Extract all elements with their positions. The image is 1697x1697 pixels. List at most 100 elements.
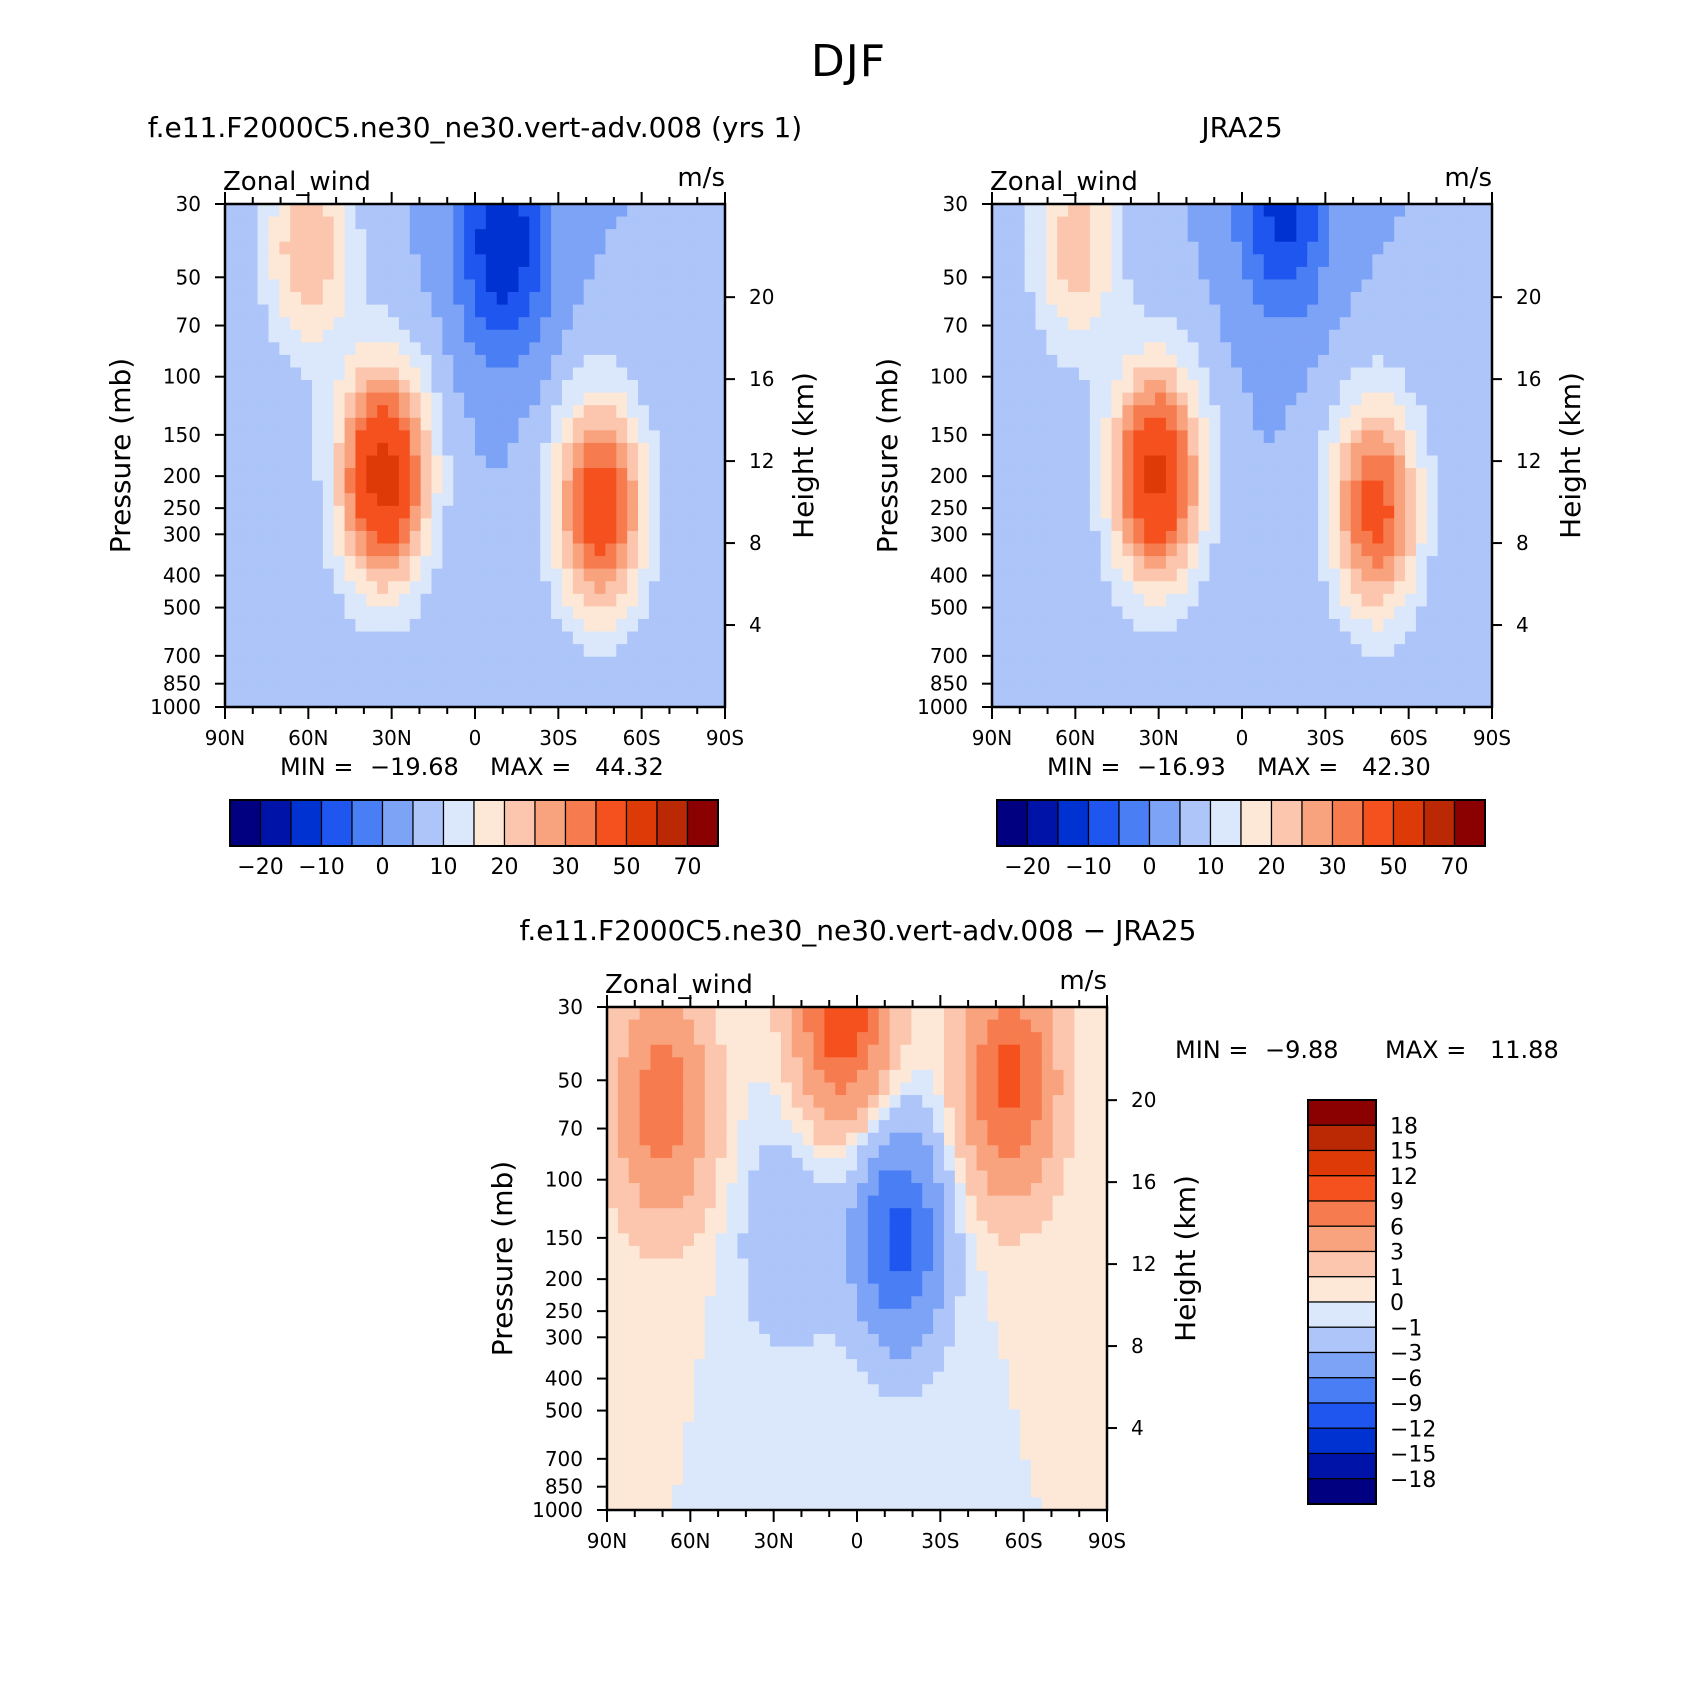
field-cell [572,581,585,595]
field-cell [770,1271,782,1285]
field-cell [1350,593,1363,607]
field-cell [1046,556,1058,570]
field-cell [333,417,346,431]
field-cell [1296,405,1308,419]
field-cell [1470,216,1482,230]
field-cell [485,367,498,381]
field-cell [279,367,291,381]
field-cell [1063,1220,1075,1234]
field-cell [453,694,465,708]
field-cell [301,317,313,331]
field-cell [1361,669,1374,683]
colorbar-swatch [1453,799,1486,847]
field-cell [878,1032,891,1046]
field-cell [616,518,628,532]
field-cell [398,631,411,645]
field-cell [464,292,476,306]
field-cell [715,1044,728,1058]
field-cell [1220,279,1232,293]
field-cell [1307,292,1319,306]
field-cell [802,1069,815,1084]
field-cell [1328,392,1341,406]
field-cell [572,669,585,683]
field-cell [616,581,628,595]
field-cell [1274,417,1287,431]
field-cell [1057,442,1069,457]
field-cell [693,1157,706,1172]
field-cell [1096,1157,1108,1172]
field-cell [1100,204,1113,218]
field-cell [770,1245,782,1260]
field-cell [377,405,389,419]
field-cell [1041,1095,1054,1109]
field-cell [1078,430,1091,444]
field-cell [1252,354,1265,369]
field-cell [607,1132,619,1146]
field-cell [987,1183,999,1197]
max-value: 42.30 [1362,753,1431,781]
field-cell [759,1258,771,1272]
field-cell [1187,430,1200,444]
field-cell [617,1233,630,1247]
field-cell [1009,1057,1021,1071]
field-cell [225,329,237,343]
field-cell [737,1057,749,1071]
colorbar-swatch [1362,799,1395,847]
field-cell [1144,581,1156,595]
field-cell [1242,229,1254,243]
field-cell [639,1271,652,1285]
field-cell [857,1220,869,1234]
field-cell [1209,405,1221,419]
field-cell [911,1044,923,1058]
field-cell [1252,656,1265,670]
field-cell [1209,631,1221,645]
field-cell [235,405,248,419]
field-cell [1307,493,1319,507]
field-cell [1231,631,1243,645]
field-cell [943,1069,956,1084]
field-cell [1052,1157,1065,1172]
colorbar-swatch [259,799,292,847]
field-cell [813,1145,825,1159]
field-cell [824,1132,836,1146]
field-cell [1263,254,1276,268]
field-cell [1187,342,1200,356]
field-cell [670,644,683,658]
field-cell [659,204,672,218]
field-cell [464,392,476,406]
field-cell [1046,254,1058,268]
field-cell [344,618,357,633]
field-cell [802,1208,815,1222]
field-cell [1220,455,1232,469]
field-cell [225,581,237,595]
field-cell [965,1170,978,1184]
field-cell [846,1233,858,1247]
colorbar-label: −20 [237,855,283,880]
field-cell [1111,380,1124,394]
field-cell [748,1208,760,1222]
field-cell [464,631,476,645]
field-cell [529,556,541,570]
field-cell [311,216,324,230]
field-cell [485,329,498,343]
field-cell [616,543,628,557]
field-cell [1437,216,1450,230]
field-cell [572,468,585,482]
field-cell [726,1019,739,1033]
field-cell [802,1107,815,1121]
field-cell [1046,644,1058,658]
field-cell [1307,317,1319,331]
field-cell [1459,530,1471,545]
field-cell [714,455,726,469]
field-cell [648,380,661,394]
field-cell [1046,204,1058,218]
field-cell [572,631,585,645]
field-cell [1209,354,1221,369]
field-cell [366,229,378,243]
field-cell [246,380,259,394]
field-cell [475,329,487,343]
field-cell [1339,568,1352,582]
field-cell [616,279,628,293]
field-cell [1318,581,1330,595]
